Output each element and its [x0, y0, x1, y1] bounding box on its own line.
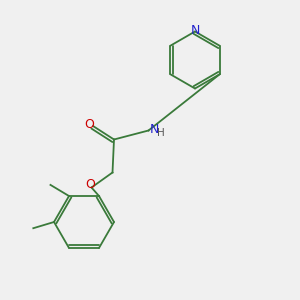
Text: O: O	[85, 178, 95, 191]
Text: O: O	[85, 118, 94, 131]
Text: N: N	[190, 23, 200, 37]
Text: H: H	[158, 128, 165, 138]
Text: N: N	[150, 123, 159, 136]
